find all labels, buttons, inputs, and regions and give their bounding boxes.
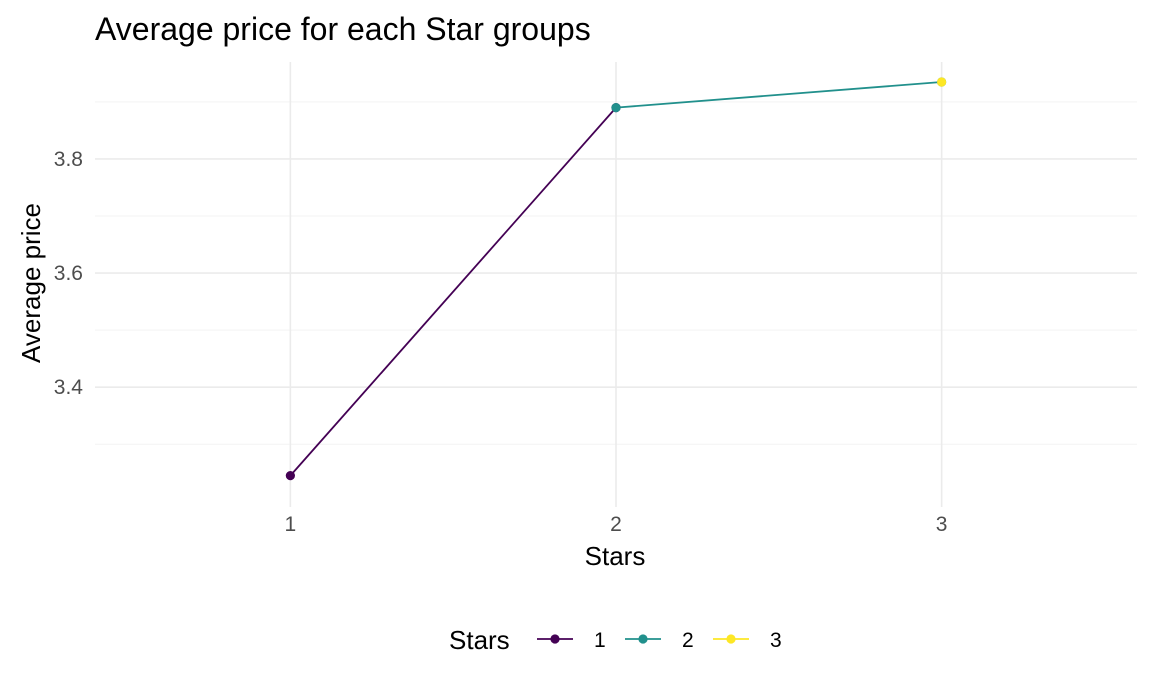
series-line-1 [289,107,617,477]
data-point-1 [285,471,295,481]
legend-key-point [726,634,736,644]
legend-label: 3 [770,629,782,652]
legend-label: 1 [594,629,606,652]
tick-layer: 3.4 3.6 3.8 1 2 3 [54,148,948,536]
series-layer [285,77,947,481]
y-tick-label: 3.4 [54,376,84,399]
y-tick-label: 3.8 [54,148,83,171]
legend-key-point [638,634,648,644]
series-line-2 [615,81,942,109]
legend-items: 1 2 3 [537,629,782,652]
legend-label: 2 [682,629,694,652]
data-point-2 [611,103,621,113]
legend: Stars 1 2 3 [449,625,782,655]
x-tick-label: 2 [610,513,622,536]
grid-layer [95,62,1137,507]
x-tick-label: 1 [285,513,297,536]
legend-key-point [550,634,560,644]
data-point-3 [937,77,947,87]
y-axis-title: Average price [16,203,46,363]
x-axis-title: Stars [585,541,646,571]
x-tick-label: 3 [936,513,948,536]
y-tick-label: 3.6 [54,262,83,285]
chart-title: Average price for each Star groups [95,11,591,47]
legend-title: Stars [449,625,510,655]
